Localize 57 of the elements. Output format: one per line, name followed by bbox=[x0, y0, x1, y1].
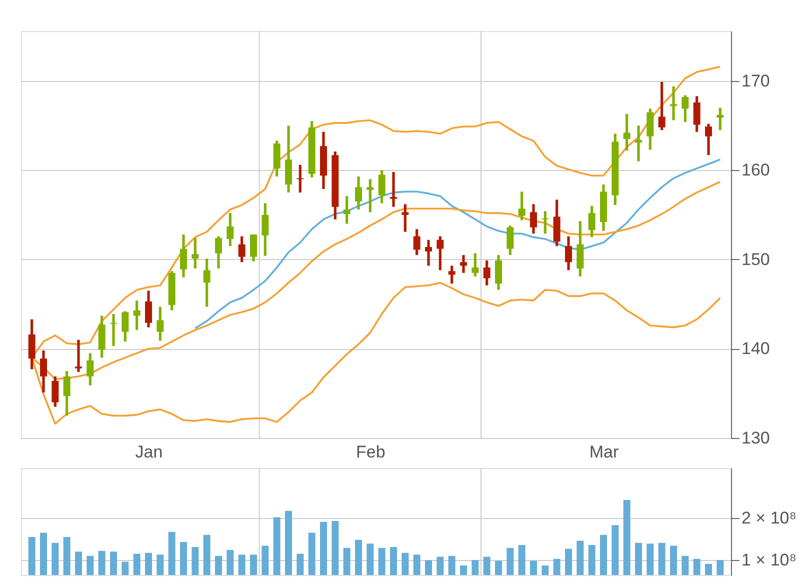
candlestick bbox=[215, 234, 222, 270]
candlestick bbox=[133, 299, 140, 332]
candlestick bbox=[192, 236, 199, 270]
candlestick bbox=[565, 234, 572, 272]
y-tick-label: 170 bbox=[742, 71, 770, 90]
candlestick bbox=[682, 94, 689, 124]
candlestick bbox=[86, 352, 94, 387]
candlestick bbox=[658, 80, 666, 132]
candlestick bbox=[355, 175, 362, 211]
candlestick bbox=[250, 233, 257, 263]
candlestick bbox=[343, 194, 350, 226]
candlestick bbox=[238, 234, 246, 264]
candlestick bbox=[52, 375, 59, 408]
candlestick bbox=[122, 310, 129, 343]
candlestick bbox=[425, 238, 432, 268]
y-tick-label: 1 × 10⁸ bbox=[742, 550, 796, 570]
candlestick bbox=[670, 85, 677, 122]
candlestick bbox=[530, 202, 537, 235]
candlestick bbox=[472, 252, 479, 278]
candlestick bbox=[506, 224, 514, 256]
candlestick bbox=[436, 234, 444, 272]
candlestick bbox=[693, 94, 700, 134]
candlestick bbox=[366, 178, 374, 214]
y-tick-label: 140 bbox=[742, 339, 770, 358]
candlestick bbox=[402, 202, 409, 234]
candlestick bbox=[483, 259, 490, 287]
y-tick-label: 150 bbox=[742, 250, 770, 269]
candlestick bbox=[542, 210, 549, 235]
candlestick bbox=[390, 170, 397, 208]
y-tick-label: 160 bbox=[742, 160, 770, 180]
x-tick-label: Jan bbox=[135, 442, 163, 462]
candlestick bbox=[40, 349, 47, 394]
candlestick bbox=[705, 122, 712, 156]
candlestick bbox=[226, 212, 234, 248]
candlestick bbox=[448, 264, 456, 285]
line-series bbox=[194, 158, 722, 330]
candlestick bbox=[378, 168, 386, 205]
candlestick bbox=[145, 289, 152, 329]
x-tick-label: Feb bbox=[356, 442, 386, 462]
candlestick bbox=[413, 228, 420, 256]
candlestick bbox=[156, 305, 164, 342]
candlestick bbox=[203, 257, 210, 308]
y-tick-label: 2 × 10⁸ bbox=[742, 508, 796, 528]
candlestick bbox=[623, 112, 630, 152]
candlestick bbox=[262, 202, 269, 258]
candlestick bbox=[588, 204, 596, 238]
candlestick bbox=[63, 370, 70, 417]
candlestick bbox=[495, 254, 502, 292]
candlestick bbox=[110, 312, 117, 348]
candlestick bbox=[460, 254, 467, 274]
candlestick bbox=[518, 190, 526, 222]
candlestick bbox=[75, 338, 82, 374]
x-tick-label: Mar bbox=[589, 442, 619, 462]
y-tick-label: 130 bbox=[742, 428, 770, 448]
candlestick bbox=[180, 233, 187, 279]
candlestick bbox=[635, 124, 642, 163]
candlestick bbox=[716, 106, 724, 132]
